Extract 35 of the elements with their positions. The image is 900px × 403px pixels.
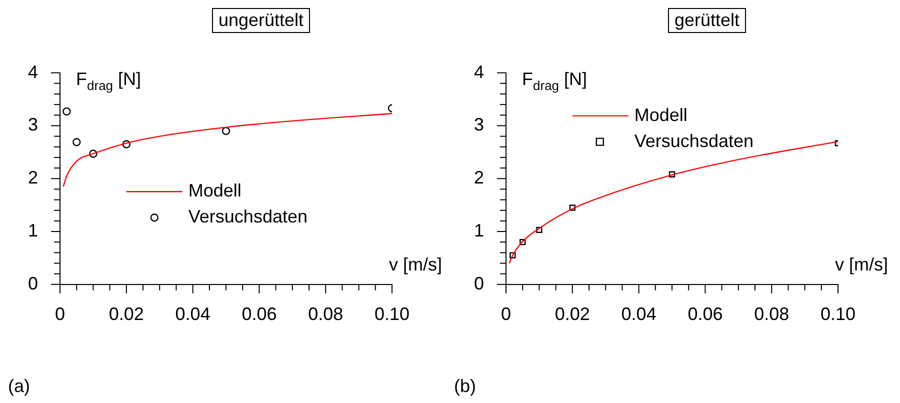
x-tick-label: 0	[501, 304, 512, 324]
point	[72, 138, 81, 146]
x-axis-title: v [m/s]	[835, 254, 888, 274]
y-tick-label: 4	[474, 62, 484, 82]
y-tick-label: 2	[28, 168, 38, 188]
x-tick-label: 0.10	[374, 304, 410, 324]
y-tick-label: 3	[474, 114, 484, 135]
chart-title: gerüttelt	[668, 8, 746, 33]
y-tick-label: 0	[28, 273, 38, 294]
point	[222, 126, 230, 136]
y-tick-label: 1	[474, 220, 484, 240]
legend-label: Versuchsdaten	[188, 206, 308, 227]
x-tick-label: 0.04	[621, 304, 656, 324]
y-tick-label: 0	[474, 273, 484, 294]
point	[62, 107, 71, 116]
x-tick-label: 0.10	[820, 304, 856, 324]
legend-label: Versuchsdaten	[634, 130, 754, 151]
text: (b)	[454, 376, 477, 397]
x-tick-label: 0.04	[175, 304, 210, 324]
legend-label: Modell	[634, 104, 688, 125]
x-tick-label: 0.08	[754, 304, 790, 324]
y-tick-label: 4	[28, 62, 38, 82]
y-tick-label: 3	[28, 114, 38, 135]
legend-label: Modell	[188, 180, 242, 201]
x-tick-label: 0.08	[308, 304, 344, 324]
x-tick-label: 0.02	[554, 304, 590, 324]
x-tick-label: 0.02	[108, 304, 144, 324]
x-tick-label: 0.06	[242, 304, 277, 324]
y-tick-label: 2	[474, 168, 484, 188]
x-axis-title: v [m/s]	[389, 254, 442, 274]
chart-title: ungerüttelt	[212, 8, 310, 33]
x-tick-label: 0.06	[688, 304, 723, 324]
text: (a)	[8, 376, 31, 397]
x-tick-label: 0	[55, 304, 66, 324]
y-tick-label: 1	[28, 220, 38, 240]
